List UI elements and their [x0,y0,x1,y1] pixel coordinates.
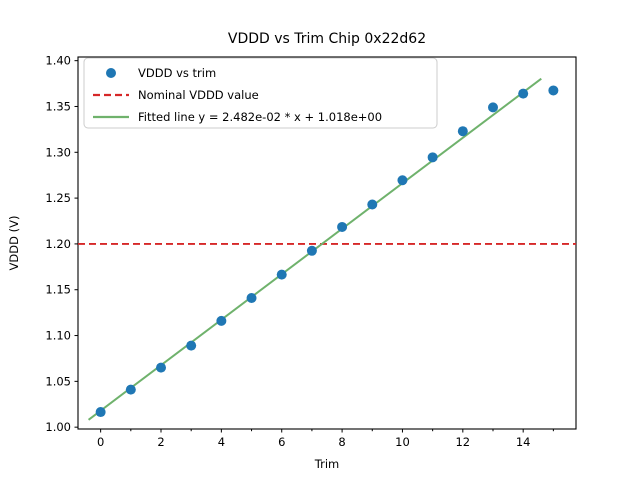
data-point [95,407,106,418]
data-point [125,384,136,395]
x-tick-label: 10 [395,435,410,449]
y-tick-label: 1.40 [45,54,71,68]
data-point [367,199,378,210]
data-point [427,152,438,163]
legend-box [83,57,438,129]
x-tick-label: 0 [97,435,104,449]
y-tick-label: 1.15 [45,283,71,297]
legend-item[interactable]: VDDD vs trim [106,66,216,80]
y-axis-ticks: 1.00 1.05 1.10 1.15 1.20 1.25 1.30 1.35 1.40 [45,54,78,434]
x-tick-label: 4 [218,435,225,449]
x-axis-ticks: 0 2 4 6 8 10 12 14 [97,429,554,449]
x-tick-label: 8 [338,435,345,449]
x-tick-label: 6 [278,435,285,449]
data-point [186,340,197,351]
data-point [397,175,408,186]
data-point [276,269,287,280]
x-tick-label: 2 [157,435,164,449]
y-tick-label: 1.35 [45,99,71,113]
y-tick-label: 1.25 [45,191,71,205]
data-point [518,88,529,99]
y-tick-label: 1.00 [45,420,71,434]
plot-border [77,56,577,430]
data-point-series [95,85,559,418]
data-point [156,362,166,373]
data-point [337,221,348,232]
y-tick-label: 1.20 [45,237,71,251]
data-point [548,85,559,96]
y-tick-label: 1.10 [45,329,71,343]
chart-legend[interactable]: VDDD vs trim Nominal VDDD value Fitted lin… [83,57,438,129]
legend-item[interactable]: Fitted line y = 2.482e-02 * x + 1.018e+0… [93,110,382,124]
data-point [246,292,257,303]
x-tick-label: 14 [516,435,531,449]
legend-marker-circle-icon [106,68,116,78]
x-axis-title: Trim [314,457,339,471]
legend-item-label: Nominal VDDD value [138,88,259,102]
chart-title: VDDD vs Trim Chip 0x22d62 [228,31,426,47]
legend-item-label: VDDD vs trim [138,66,216,80]
y-tick-label: 1.30 [45,145,71,159]
y-tick-label: 1.05 [45,374,71,388]
data-point [457,126,468,137]
plot-frame [77,56,577,430]
legend-item[interactable]: Nominal VDDD value [93,88,259,102]
data-point [306,245,317,256]
data-point [216,315,227,326]
data-point [488,102,498,113]
y-axis-title: VDDD (V) [7,216,21,271]
x-tick-label: 12 [455,435,470,449]
legend-item-label: Fitted line y = 2.482e-02 * x + 1.018e+0… [138,110,382,124]
